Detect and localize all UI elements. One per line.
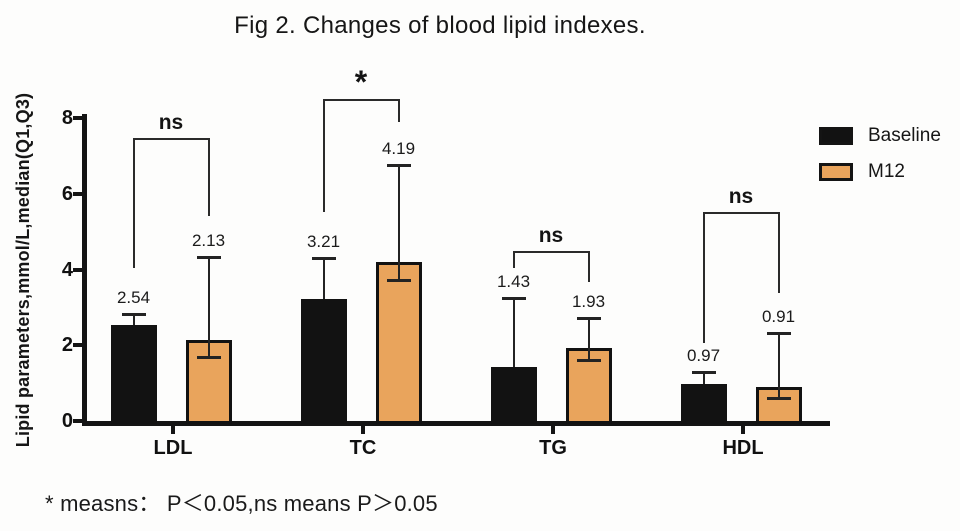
sig-bracket-left-leg (512, 252, 515, 268)
sig-bracket-right-leg (777, 213, 780, 293)
bar-m12-tc (375, 262, 422, 424)
sig-bracket-right-leg (207, 138, 210, 217)
y-tick-label: 6 (61, 182, 73, 205)
sig-bracket-left-leg (702, 213, 705, 343)
y-axis (82, 114, 87, 426)
category-label: TG (539, 437, 567, 459)
error-bar-line (397, 164, 400, 280)
sig-bracket-top (702, 212, 780, 215)
error-bar-cap-bottom (386, 278, 411, 282)
bar-baseline-tc (300, 299, 347, 424)
y-tick-label: 8 (61, 107, 73, 129)
x-tick (171, 425, 175, 434)
y-tick-label: 2 (61, 334, 73, 357)
category-label: TC (349, 437, 377, 459)
x-tick (551, 425, 555, 434)
value-label: 4.19 (381, 138, 416, 158)
error-bar-line (777, 332, 780, 398)
y-tick-label: 4 (61, 258, 73, 281)
sig-bracket-top (322, 98, 400, 101)
y-tick (73, 343, 83, 348)
value-label: 3.21 (306, 232, 341, 252)
significance-footnote: * measns： P＜0.05,ns means P＞0.05 (45, 491, 438, 516)
value-label: 2.13 (191, 231, 226, 250)
y-tick (73, 419, 83, 423)
error-bar-cap-top (386, 163, 411, 167)
significance-label: ns (538, 224, 564, 248)
value-label: 0.97 (686, 345, 721, 365)
legend-swatch-baseline (819, 126, 853, 145)
error-bar-cap-bottom (196, 355, 221, 359)
error-bar-line (132, 313, 135, 325)
y-tick (73, 116, 83, 120)
legend-label-baseline: Baseline (868, 125, 941, 146)
value-label: 1.43 (496, 271, 531, 291)
value-label: 2.54 (116, 287, 151, 307)
error-bar-cap-top (576, 316, 601, 320)
y-axis-label: Lipid parameters,mmol/L,median(Q1,Q3) (13, 92, 33, 448)
chart-title: Fig 2. Changes of blood lipid indexes. (234, 12, 646, 39)
significance-label: * (354, 63, 368, 100)
sig-bracket-right-leg (397, 99, 400, 122)
sig-bracket-left-leg (132, 138, 135, 268)
error-bar-line (512, 297, 515, 367)
error-bar-cap-top (691, 370, 716, 374)
error-bar-cap-top (766, 331, 791, 335)
sig-bracket-top (132, 137, 210, 140)
y-tick (73, 191, 83, 196)
significance-label: ns (728, 185, 754, 209)
sig-bracket-left-leg (322, 99, 325, 212)
y-tick (73, 267, 83, 272)
bar-baseline-hdl (680, 384, 727, 424)
value-label: 0.91 (761, 306, 796, 326)
sig-bracket-right-leg (587, 252, 590, 282)
x-tick (361, 425, 365, 434)
bar-baseline-tg (490, 366, 537, 424)
legend: Baseline M12 (819, 126, 941, 181)
legend-swatch-m12 (819, 162, 853, 181)
error-bar-cap-top (121, 312, 146, 316)
error-bar-line (702, 371, 705, 385)
value-label: 1.93 (571, 291, 606, 311)
legend-item-m12: M12 (819, 162, 941, 181)
error-bar-line (587, 317, 590, 360)
x-axis (82, 421, 830, 426)
error-bar-cap-bottom (766, 396, 791, 400)
category-label: HDL (722, 437, 764, 459)
bar-baseline-ldl (110, 324, 157, 424)
error-bar-cap-top (311, 257, 336, 261)
error-bar-line (322, 258, 325, 300)
y-tick-label: 0 (61, 410, 73, 432)
significance-label: ns (158, 110, 184, 134)
error-bar-line (207, 257, 210, 357)
category-label: LDL (153, 437, 193, 459)
sig-bracket-top (512, 251, 590, 254)
legend-item-baseline: Baseline (819, 126, 941, 145)
error-bar-cap-bottom (576, 359, 601, 363)
error-bar-cap-top (501, 296, 526, 300)
legend-label-m12: M12 (868, 161, 905, 182)
error-bar-cap-top (196, 256, 221, 259)
x-tick (741, 425, 745, 434)
